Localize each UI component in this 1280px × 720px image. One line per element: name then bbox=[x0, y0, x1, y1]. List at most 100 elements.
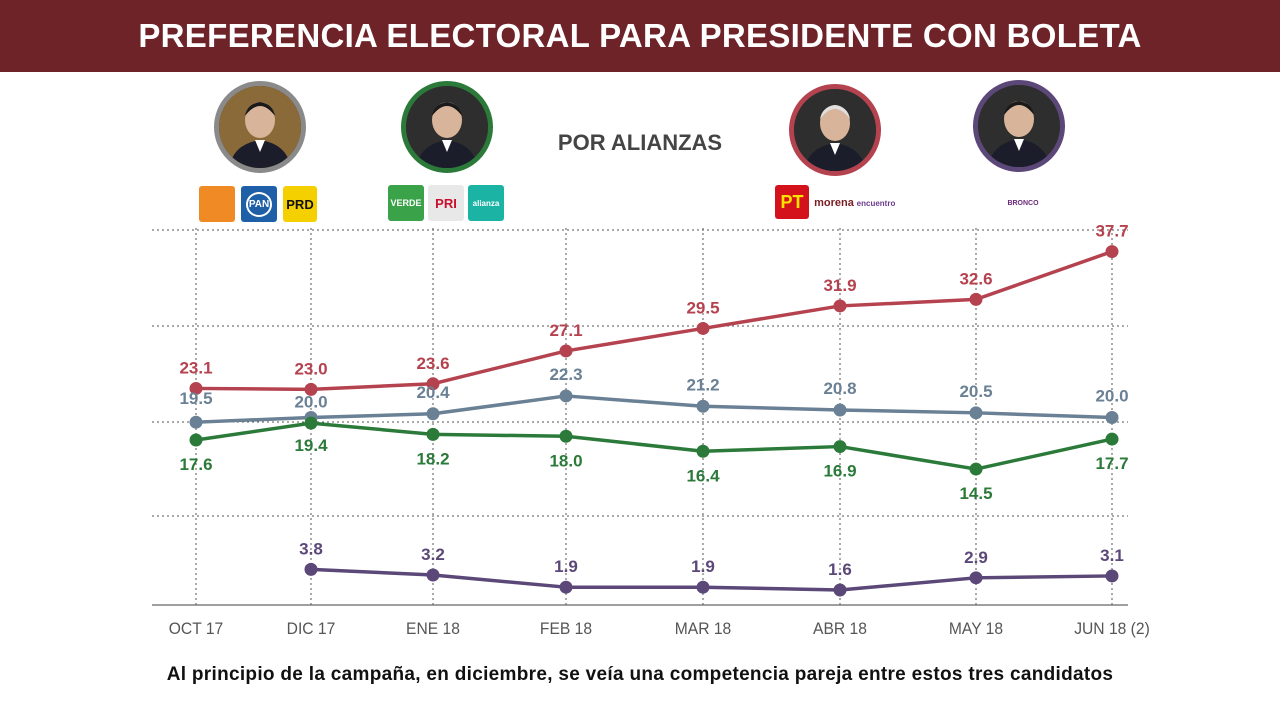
data-point bbox=[969, 462, 983, 476]
data-label: 20.5 bbox=[959, 382, 992, 401]
candidate-avatar-3 bbox=[789, 84, 881, 176]
prd-sun-logo: PRD bbox=[283, 186, 317, 222]
person-silhouette-icon bbox=[794, 89, 876, 171]
data-label: 3.2 bbox=[421, 545, 445, 564]
series-line-3: 17.6 19.4 18.2 18.0 16.4 16.9 14.5 17.7 bbox=[179, 416, 1129, 503]
data-point bbox=[833, 299, 847, 313]
logo-text: VERDE bbox=[390, 198, 422, 208]
morena-logo: morena bbox=[812, 193, 856, 213]
series-line-1: 23.1 23.0 23.6 27.1 29.5 31.9 32.6 37.7 bbox=[179, 222, 1129, 396]
data-label: 20.0 bbox=[1095, 387, 1128, 406]
data-label: 14.5 bbox=[959, 484, 992, 503]
data-point bbox=[304, 382, 318, 396]
chart-subtitle: POR ALIANZAS bbox=[557, 130, 723, 155]
data-point bbox=[1105, 411, 1119, 424]
data-label: 1.9 bbox=[691, 557, 715, 576]
footer-caption: Al principio de la campaña, en diciembre… bbox=[166, 664, 1114, 685]
data-label: 22.3 bbox=[549, 365, 582, 384]
data-point bbox=[426, 377, 440, 391]
data-label: 2.9 bbox=[964, 548, 988, 567]
data-point bbox=[833, 403, 847, 417]
x-tick-label: MAR 18 bbox=[675, 619, 731, 638]
data-label: 18.0 bbox=[549, 451, 582, 470]
data-label: 19.5 bbox=[179, 389, 212, 408]
data-label: 27.1 bbox=[549, 321, 582, 340]
data-point bbox=[969, 571, 983, 585]
candidate-avatar-2 bbox=[401, 81, 493, 173]
data-point bbox=[833, 583, 847, 597]
x-tick-label: MAY 18 bbox=[949, 619, 1003, 638]
data-label: 18.2 bbox=[416, 449, 449, 468]
verde-logo: VERDE bbox=[388, 185, 424, 221]
data-point bbox=[559, 389, 573, 403]
data-label: 20.8 bbox=[823, 379, 856, 398]
logo-text: alianza bbox=[472, 198, 500, 208]
data-point bbox=[696, 399, 710, 413]
data-label: 16.9 bbox=[823, 462, 856, 481]
logo-text: encuentro bbox=[856, 198, 896, 208]
data-point bbox=[1105, 569, 1119, 583]
data-label: 3.8 bbox=[299, 539, 323, 558]
data-point bbox=[833, 440, 847, 454]
chart-grid bbox=[152, 228, 1128, 606]
x-tick-label: ENE 18 bbox=[406, 619, 460, 638]
data-point bbox=[304, 416, 318, 430]
data-label: 20.0 bbox=[294, 393, 327, 412]
data-label: 21.2 bbox=[686, 375, 719, 394]
data-point bbox=[696, 444, 710, 458]
x-tick-label: FEB 18 bbox=[540, 619, 592, 638]
data-point bbox=[426, 427, 440, 441]
logo-text: BRONCO bbox=[1007, 199, 1039, 207]
person-silhouette-icon bbox=[978, 85, 1060, 167]
data-point bbox=[1105, 432, 1119, 446]
series-line-4: 3.8 3.2 1.9 1.9 1.6 2.9 3.1 bbox=[299, 539, 1124, 597]
x-tick-label: DIC 17 bbox=[287, 619, 336, 638]
data-point bbox=[559, 580, 573, 594]
person-silhouette-icon bbox=[219, 86, 301, 168]
data-point bbox=[559, 344, 573, 358]
logo-text: PRI bbox=[435, 195, 457, 211]
data-label: 19.4 bbox=[294, 436, 328, 455]
series-path bbox=[195, 394, 1113, 424]
logo-text: PT bbox=[780, 191, 804, 212]
data-label: 31.9 bbox=[823, 276, 856, 295]
series-line-2: 19.5 20.0 20.4 22.3 21.2 20.8 20.5 20.0 bbox=[179, 365, 1129, 429]
x-tick-label: ABR 18 bbox=[813, 619, 867, 638]
nueva-alianza-logo: alianza bbox=[468, 185, 504, 221]
candidate-avatar-1 bbox=[214, 81, 306, 173]
data-point bbox=[189, 381, 203, 395]
data-label: 17.7 bbox=[1095, 454, 1128, 473]
data-label: 29.5 bbox=[686, 298, 719, 317]
data-point bbox=[696, 321, 710, 335]
data-label: 37.7 bbox=[1095, 222, 1128, 241]
data-point bbox=[426, 407, 440, 421]
data-point bbox=[969, 292, 983, 306]
title-bar: PREFERENCIA ELECTORAL PARA PRESIDENTE CO… bbox=[0, 0, 1280, 72]
data-label: 1.9 bbox=[554, 557, 578, 576]
logo-text: morena bbox=[814, 197, 854, 209]
data-point bbox=[969, 406, 983, 420]
data-point bbox=[559, 429, 573, 443]
data-point bbox=[304, 562, 318, 576]
data-point bbox=[426, 568, 440, 582]
data-label: 20.4 bbox=[416, 383, 450, 402]
person-silhouette-icon bbox=[406, 86, 488, 168]
data-label: 23.1 bbox=[179, 358, 212, 377]
series-path bbox=[195, 249, 1113, 392]
data-point bbox=[189, 415, 203, 429]
data-label: 23.6 bbox=[416, 354, 449, 373]
data-label: 23.0 bbox=[294, 359, 327, 378]
candidate-avatar-4 bbox=[973, 80, 1065, 172]
encuentro-social-logo: encuentro bbox=[856, 186, 896, 220]
data-point bbox=[696, 580, 710, 594]
data-point bbox=[189, 433, 203, 447]
page-title: PREFERENCIA ELECTORAL PARA PRESIDENTE CO… bbox=[138, 17, 1142, 54]
x-tick-label: JUN 18 (2) bbox=[1074, 619, 1150, 638]
bronco-logo: BRONCO bbox=[1005, 185, 1041, 221]
data-label: 1.6 bbox=[828, 560, 852, 579]
pan-logo: PAN bbox=[241, 186, 277, 222]
data-label: 32.6 bbox=[959, 269, 992, 288]
logo-text: PRD bbox=[286, 196, 314, 212]
x-tick-label: OCT 17 bbox=[169, 619, 223, 638]
